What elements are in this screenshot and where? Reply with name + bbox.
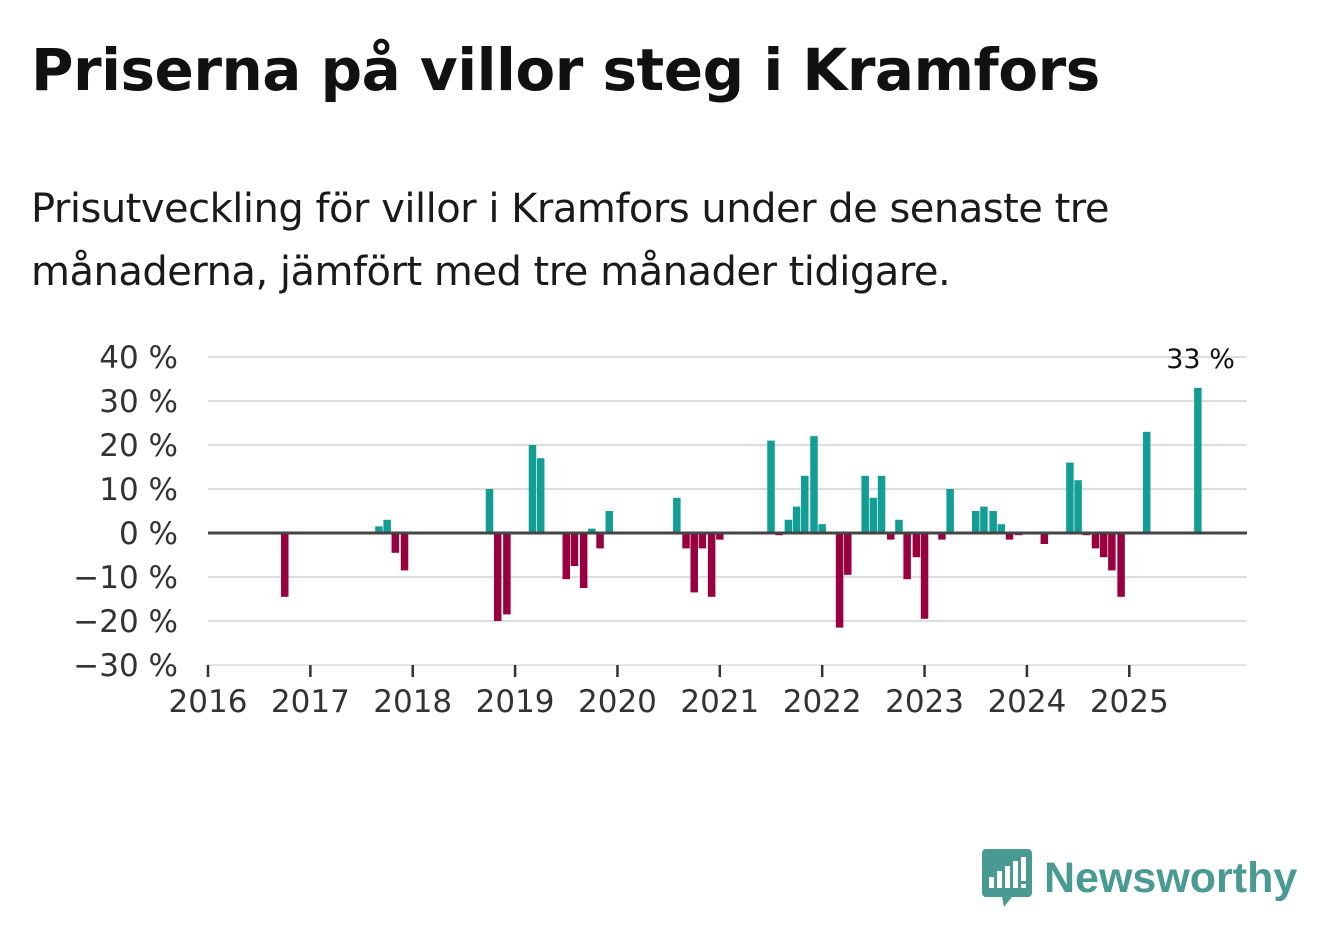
bar xyxy=(767,440,775,533)
bar xyxy=(605,511,614,533)
x-tick-label: 2025 xyxy=(1090,684,1169,720)
brand-name: Newsworthy xyxy=(1044,853,1298,902)
x-tick-label: 2019 xyxy=(476,684,555,720)
bar xyxy=(869,497,878,533)
x-tick-label: 2023 xyxy=(885,684,964,720)
bar xyxy=(1005,533,1014,540)
bar xyxy=(400,533,409,571)
bar xyxy=(818,524,826,533)
bar xyxy=(690,533,698,593)
bar xyxy=(707,533,716,597)
bar xyxy=(682,533,690,549)
gridlines xyxy=(208,356,1247,666)
labels: −30 % −20 % −10 % 0 % 10 % 20 % 30 % 40 % 2016 20… xyxy=(73,340,1235,720)
bar xyxy=(784,519,793,533)
bar xyxy=(887,533,895,540)
data-label-latest: 33 % xyxy=(1166,344,1235,375)
bar xyxy=(1091,533,1100,549)
x-tick-label: 2018 xyxy=(373,684,452,720)
axes xyxy=(206,531,1247,677)
bar xyxy=(1142,431,1151,533)
bar xyxy=(971,511,980,533)
bar xyxy=(536,458,545,533)
x-tick-label: 2017 xyxy=(271,684,350,720)
bar xyxy=(844,533,852,575)
newsworthy-brand: Newsworthy xyxy=(982,849,1297,907)
bar xyxy=(946,489,954,533)
bar xyxy=(1194,387,1202,533)
x-tick-label: 2016 xyxy=(169,684,248,720)
bar xyxy=(810,436,818,533)
x-tick-label: 2022 xyxy=(783,684,862,720)
y-tick-label: −10 % xyxy=(73,560,178,596)
bar xyxy=(801,475,809,533)
bar xyxy=(503,533,511,615)
bar-chart: −30 % −20 % −10 % 0 % 10 % 20 % 30 % 40 % 2016 20… xyxy=(73,340,1247,720)
bar xyxy=(1108,533,1116,571)
bar xyxy=(493,533,502,621)
x-tick-label: 2020 xyxy=(578,684,657,720)
bar xyxy=(562,533,571,580)
bar xyxy=(1117,533,1125,597)
bar xyxy=(716,533,724,540)
bar xyxy=(877,475,886,533)
bar xyxy=(895,519,903,533)
x-tick-label: 2024 xyxy=(987,684,1066,720)
bar xyxy=(528,445,537,533)
y-tick-label: 40 % xyxy=(99,340,178,376)
bar xyxy=(861,475,869,533)
bar xyxy=(698,533,707,549)
x-tick-label: 2021 xyxy=(680,684,759,720)
newsworthy-logo-icon xyxy=(982,849,1032,907)
bar xyxy=(938,533,946,540)
bar xyxy=(596,533,604,549)
y-tick-label: 0 % xyxy=(119,516,178,552)
bar xyxy=(391,533,400,553)
bar xyxy=(903,533,911,580)
bar xyxy=(588,528,596,533)
y-tick-label: −30 % xyxy=(73,648,178,684)
bar xyxy=(912,533,921,558)
y-tick-label: 30 % xyxy=(99,384,178,420)
chart-title: Priserna på villor steg i Kramfors xyxy=(31,36,1100,104)
chart-subtitle: Prisutveckling för villor i Kramfors und… xyxy=(31,186,1109,295)
bar xyxy=(673,497,681,533)
bar xyxy=(1066,462,1074,533)
bar xyxy=(989,511,997,533)
bar xyxy=(792,506,801,533)
bar xyxy=(1074,480,1082,533)
bar xyxy=(1099,533,1108,558)
bar xyxy=(375,526,383,533)
bar xyxy=(920,533,929,619)
bar xyxy=(281,533,289,597)
y-tick-label: 20 % xyxy=(99,428,178,464)
y-tick-label: −20 % xyxy=(73,604,178,640)
bar xyxy=(383,519,391,533)
bars xyxy=(281,387,1202,628)
bar xyxy=(980,506,988,533)
bar xyxy=(485,489,494,533)
bar xyxy=(1040,533,1049,544)
bar xyxy=(579,533,588,588)
bar xyxy=(997,524,1006,533)
y-tick-label: 10 % xyxy=(99,472,178,508)
bar xyxy=(835,533,844,628)
bar xyxy=(570,533,579,566)
